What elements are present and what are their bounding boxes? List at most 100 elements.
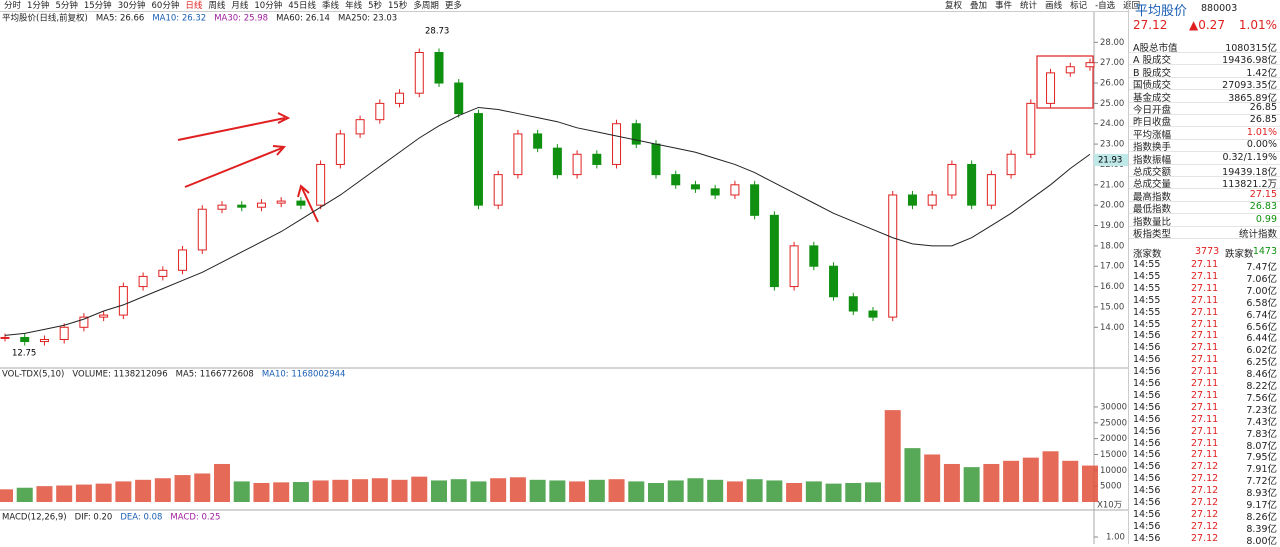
tool-button[interactable]: 叠加 [970,1,988,11]
trade-amount: 7.23亿 [1246,404,1277,416]
period-button[interactable]: 60分钟 [151,1,180,11]
volume-bar [95,483,112,502]
y-tick-label: 18.00 [1100,241,1124,251]
volume-bar [865,482,881,502]
volume-bar [16,487,33,502]
volume-bar [75,484,92,502]
row-line [1129,176,1280,177]
trade-time: 14:55 [1133,282,1161,294]
period-button[interactable]: 1分钟 [27,1,50,11]
legend-item: MA30: 25.98 [214,14,268,24]
period-button[interactable]: 年线 [345,1,363,11]
row-label: 最低指数 [1133,204,1172,216]
period-button[interactable]: 45日线 [288,1,317,11]
volume-bar [233,481,250,502]
tool-button[interactable]: -自选 [1095,1,1116,11]
volume-bar [56,485,73,502]
legend-item: MACD: 0.25 [170,513,220,523]
period-button[interactable]: 多周期 [413,1,439,11]
tool-button[interactable]: 返回 [1123,1,1141,11]
trade-amount: 8.93亿 [1246,488,1277,500]
tool-button[interactable]: 画线 [1045,1,1063,11]
period-button[interactable]: 5秒 [368,1,382,11]
y-tick-label: 19.00 [1100,221,1124,231]
period-button[interactable]: 周线 [208,1,226,11]
volume-bar [371,478,388,502]
candle [1026,102,1036,155]
trade-amount: 7.83亿 [1246,428,1277,440]
trade-price: 27.11 [1191,306,1219,318]
candle [552,147,562,176]
candle [79,316,89,328]
y-tick-label: 28.00 [1100,38,1124,48]
tool-bar: 复权 叠加 事件 统计 画线 标记 -自选 返回 [945,0,1140,12]
volume-bar [115,481,132,502]
change: ▲0.27 [1189,18,1225,32]
trade-time: 14:56 [1133,413,1161,425]
period-button[interactable]: 30分钟 [117,1,146,11]
row-value: 19439.18亿 [1222,167,1277,178]
legend-item: VOLUME: 1138212096 [72,370,167,380]
period-button[interactable]: 15秒 [388,1,408,11]
y-tick-label: 1.00 [1106,533,1125,543]
trade-amount: 9.17亿 [1246,500,1277,511]
period-button[interactable]: 月线 [231,1,249,11]
candle [138,275,148,288]
period-button[interactable]: 15分钟 [83,1,112,11]
tool-button[interactable]: 事件 [995,1,1013,11]
trade-amount: 7.06亿 [1246,273,1277,285]
candle [710,188,720,196]
unit-label: X10万 [1097,501,1122,511]
trade-amount: 6.02亿 [1246,345,1277,357]
row-label: 指数振幅 [1133,154,1172,166]
tool-button[interactable]: 统计 [1020,1,1038,11]
candle [256,202,266,208]
volume-bar [648,482,664,502]
candle [848,296,858,312]
trade-amount: 7.43亿 [1246,416,1277,428]
volume-bar [746,479,763,502]
tool-button[interactable]: 复权 [945,1,963,11]
trade-time: 14:55 [1133,318,1161,330]
row-line [1129,89,1280,91]
breadth-value: 3773 [1195,246,1220,257]
period-button[interactable]: 更多 [444,1,462,11]
trade-price: 27.11 [1191,282,1219,294]
volume-bar [1042,451,1059,502]
trade-price: 27.11 [1191,318,1219,330]
row-value: 1.42亿 [1246,67,1277,79]
period-button[interactable]: 日线 [185,1,203,11]
volume-bar [529,479,546,502]
volume-bar [391,479,408,502]
candle [0,336,10,339]
y-tick-label: 21.00 [1100,180,1124,190]
period-button[interactable]: 季线 [322,1,340,11]
candle [335,133,345,165]
trade-amount: 6.58亿 [1246,297,1277,309]
volume-bar [667,480,684,502]
row-line [1129,76,1280,78]
volume-bar [588,479,605,502]
volume-bar [1062,460,1079,502]
trade-time: 14:56 [1133,366,1161,378]
row-value: 0.99 [1255,213,1277,225]
volume-bar [904,448,921,502]
trade-price: 27.11 [1191,389,1219,401]
trade-time: 14:56 [1133,354,1161,366]
candle [20,336,30,343]
trade-price: 27.12 [1191,485,1219,497]
period-button[interactable]: 5分钟 [55,1,78,11]
trade-price: 27.11 [1191,449,1219,461]
trade-price: 27.11 [1191,330,1219,342]
row-value: 0.00% [1246,139,1277,151]
legend-item: MA60: 26.14 [276,14,330,24]
period-button[interactable]: 分时 [4,1,22,11]
row-line [1129,238,1280,239]
row-label: 指数量比 [1133,216,1172,228]
tool-button[interactable]: 标记 [1070,1,1088,11]
candle [927,194,937,206]
legend-item: MA250: 23.03 [338,14,397,24]
period-button[interactable]: 10分钟 [254,1,283,11]
volume-bar [983,463,1000,502]
